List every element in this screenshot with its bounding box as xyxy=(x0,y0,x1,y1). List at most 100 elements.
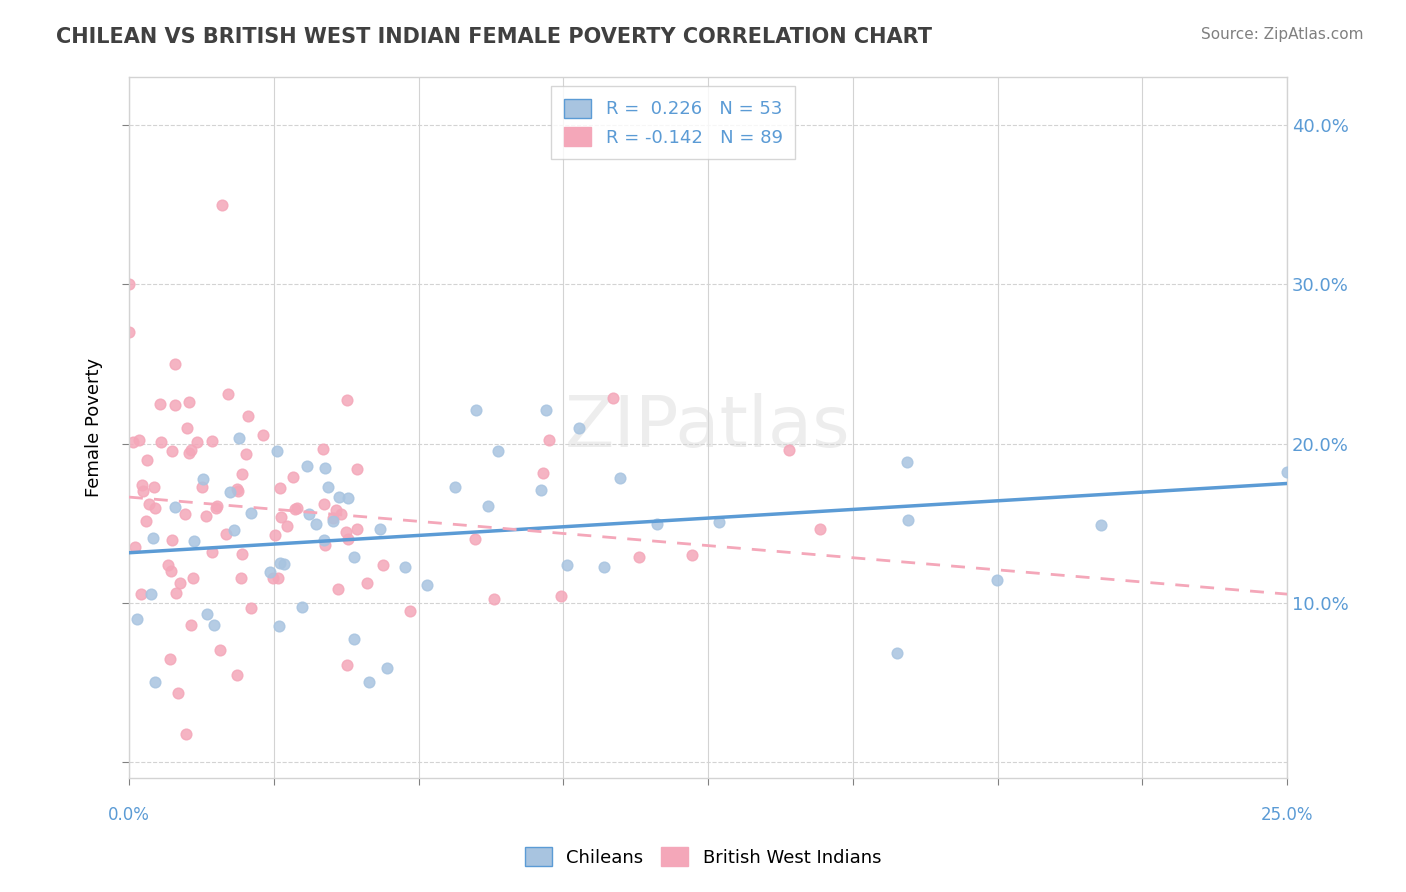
Legend: Chileans, British West Indians: Chileans, British West Indians xyxy=(517,840,889,874)
Point xyxy=(298,508,321,522)
Point xyxy=(285,501,308,516)
Point xyxy=(129,587,152,601)
Point xyxy=(886,646,908,660)
Point xyxy=(165,500,187,514)
Point xyxy=(986,573,1008,587)
Text: 0.0%: 0.0% xyxy=(108,806,150,824)
Point xyxy=(179,446,201,460)
Point xyxy=(222,523,245,537)
Point xyxy=(368,523,391,537)
Point xyxy=(592,560,614,574)
Point xyxy=(160,533,183,547)
Point xyxy=(238,409,260,423)
Point xyxy=(186,435,208,450)
Point xyxy=(394,559,416,574)
Point xyxy=(537,433,560,447)
Point xyxy=(343,632,366,646)
Point xyxy=(127,612,149,626)
Legend: R =  0.226   N = 53, R = -0.142   N = 89: R = 0.226 N = 53, R = -0.142 N = 89 xyxy=(551,87,796,160)
Point xyxy=(336,491,359,505)
Point xyxy=(326,582,349,596)
Point xyxy=(269,481,291,495)
Point xyxy=(128,433,150,447)
Point xyxy=(273,557,295,571)
Point xyxy=(143,501,166,516)
Point xyxy=(267,571,290,585)
Point xyxy=(375,661,398,675)
Point xyxy=(176,421,198,435)
Point xyxy=(325,503,347,517)
Point xyxy=(193,472,215,486)
Point xyxy=(159,651,181,665)
Point xyxy=(169,575,191,590)
Point xyxy=(165,586,187,600)
Point xyxy=(225,668,247,682)
Point xyxy=(314,461,336,475)
Text: Source: ZipAtlas.com: Source: ZipAtlas.com xyxy=(1201,27,1364,42)
Point xyxy=(159,564,181,578)
Point xyxy=(166,686,188,700)
Point xyxy=(135,453,157,467)
Point xyxy=(336,393,359,408)
Point xyxy=(330,508,353,522)
Point xyxy=(291,600,314,615)
Point xyxy=(550,589,572,603)
Point xyxy=(346,522,368,536)
Point xyxy=(778,442,800,457)
Point xyxy=(602,391,624,405)
Point xyxy=(295,459,318,474)
Point xyxy=(208,643,231,657)
Point xyxy=(530,483,553,497)
Point xyxy=(217,387,239,401)
Point xyxy=(314,538,336,552)
Point xyxy=(336,532,359,546)
Point xyxy=(444,479,467,493)
Point xyxy=(179,395,201,409)
Point xyxy=(135,515,157,529)
Point xyxy=(322,510,344,524)
Point xyxy=(267,618,290,632)
Point xyxy=(160,443,183,458)
Point xyxy=(252,428,274,442)
Point xyxy=(305,517,328,532)
Point xyxy=(343,549,366,564)
Point xyxy=(131,478,153,492)
Point xyxy=(219,485,242,500)
Point xyxy=(335,525,357,540)
Point xyxy=(174,727,197,741)
Point xyxy=(276,518,298,533)
Point xyxy=(486,444,509,458)
Point xyxy=(204,501,226,516)
Text: ZIPatlas: ZIPatlas xyxy=(565,393,851,462)
Point xyxy=(201,545,224,559)
Point xyxy=(312,442,335,456)
Point xyxy=(356,575,378,590)
Point xyxy=(143,675,166,690)
Point xyxy=(262,571,284,585)
Point xyxy=(240,601,263,615)
Point xyxy=(191,480,214,494)
Point xyxy=(415,577,437,591)
Point xyxy=(628,549,651,564)
Point xyxy=(139,587,162,601)
Point xyxy=(322,514,344,528)
Point xyxy=(269,556,291,570)
Point xyxy=(284,502,307,516)
Point xyxy=(118,277,141,292)
Y-axis label: Female Poverty: Female Poverty xyxy=(86,359,103,497)
Point xyxy=(316,481,339,495)
Point xyxy=(897,513,920,527)
Point xyxy=(231,548,253,562)
Point xyxy=(1090,518,1112,533)
Point xyxy=(707,515,730,529)
Point xyxy=(149,435,172,450)
Point xyxy=(240,506,263,520)
Point xyxy=(465,402,488,417)
Point xyxy=(180,442,202,457)
Point xyxy=(270,510,292,524)
Point xyxy=(211,198,233,212)
Point xyxy=(181,571,204,585)
Point xyxy=(808,522,831,536)
Point xyxy=(118,325,141,339)
Point xyxy=(215,527,238,541)
